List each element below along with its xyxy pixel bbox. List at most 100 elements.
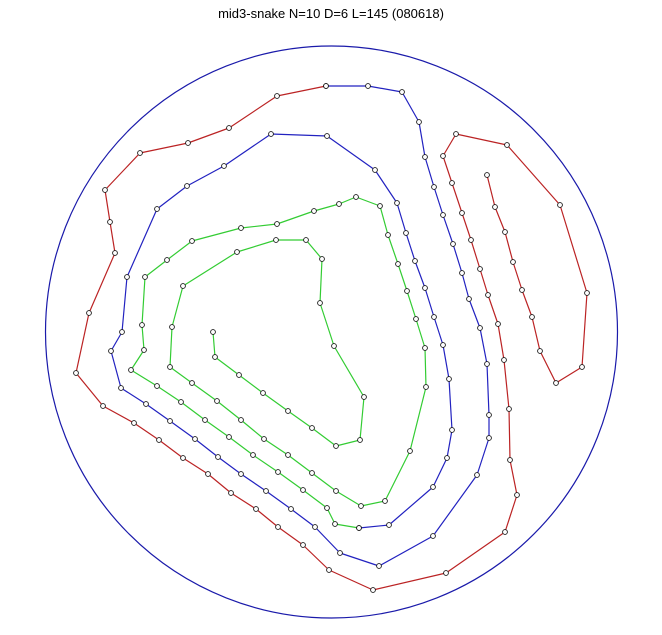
vertex-marker [164, 257, 170, 263]
vertex-marker [376, 563, 382, 569]
vertex-marker [189, 380, 195, 386]
plot-title: mid3-snake N=10 D=6 L=145 (080618) [218, 6, 444, 21]
vertex-marker [353, 194, 359, 200]
vertex-marker [431, 184, 437, 190]
vertex-marker [519, 287, 525, 293]
vertex-marker [492, 204, 498, 210]
blue-section-path [110, 85, 490, 567]
vertex-marker [502, 529, 508, 535]
vertex-marker [331, 343, 337, 349]
vertex-marker [180, 283, 186, 289]
vertex-marker [514, 492, 520, 498]
vertex-marker [416, 119, 422, 125]
vertex-marker [394, 200, 400, 206]
vertex-marker [261, 436, 267, 442]
vertex-marker [154, 383, 160, 389]
vertex-marker [403, 230, 409, 236]
vertex-marker [466, 296, 472, 302]
vertex-marker [440, 212, 446, 218]
vertex-marker [275, 524, 281, 530]
vertex-marker [274, 221, 280, 227]
vertex-marker [319, 256, 325, 262]
vertex-marker [399, 89, 405, 95]
vertex-marker [309, 470, 315, 476]
vertex-marker [180, 455, 186, 461]
vertex-marker [124, 274, 130, 280]
vertex-marker [238, 225, 244, 231]
vertex-marker [537, 348, 543, 354]
vertex-marker [303, 237, 309, 243]
vertex-marker [370, 587, 376, 593]
vertex-marker [323, 83, 329, 89]
vertex-marker [459, 270, 465, 276]
vertex-marker [453, 131, 459, 137]
vertex-marker [102, 187, 108, 193]
vertex-marker [184, 183, 190, 189]
vertex-marker [486, 412, 492, 418]
vertex-marker [443, 570, 449, 576]
vertex-marker [263, 488, 269, 494]
vertex-marker [238, 417, 244, 423]
vertex-marker [336, 201, 342, 207]
vertex-marker [444, 455, 450, 461]
vertex-marker [118, 385, 124, 391]
vertex-marker [356, 525, 362, 531]
vertex-marker [86, 310, 92, 316]
vertex-marker [449, 180, 455, 186]
vertex-marker [167, 418, 173, 424]
vertex-marker [446, 376, 452, 382]
vertex-marker [431, 314, 437, 320]
vertex-marker [260, 390, 266, 396]
vertex-marker [377, 203, 383, 209]
vertex-marker [333, 488, 339, 494]
vertex-marker [412, 258, 418, 264]
vertex-marker [365, 83, 371, 89]
vertex-marker [169, 324, 175, 330]
vertex-marker [215, 454, 221, 460]
vertex-marker [131, 420, 137, 426]
vertex-marker [440, 153, 446, 159]
vertex-marker [119, 329, 125, 335]
vertex-marker [212, 354, 218, 360]
vertex-marker [128, 367, 134, 373]
vertex-marker [226, 434, 232, 440]
vertex-marker [477, 325, 483, 331]
vertex-marker [288, 506, 294, 512]
vertex-marker [253, 506, 259, 512]
vertex-marker [300, 487, 306, 493]
vertex-marker [234, 249, 240, 255]
vertex-marker [504, 142, 510, 148]
vertex-marker [324, 133, 330, 139]
vertex-marker [202, 417, 208, 423]
vertex-marker [459, 210, 465, 216]
vertex-marker [357, 437, 363, 443]
vertex-marker [73, 370, 79, 376]
vertex-marker [268, 131, 274, 137]
vertex-marker [226, 125, 232, 131]
vertex-marker [311, 208, 317, 214]
vertex-marker [167, 364, 173, 370]
vertex-marker [156, 437, 162, 443]
vertex-marker [189, 238, 195, 244]
vertex-marker [553, 380, 559, 386]
vertex-marker [423, 384, 429, 390]
vertex-marker [430, 484, 436, 490]
vertex-marker [274, 93, 280, 99]
vertex-marker [250, 452, 256, 458]
vertex-marker [422, 154, 428, 160]
vertex-marker [137, 150, 143, 156]
vertex-marker [407, 448, 413, 454]
vertex-marker [326, 567, 332, 573]
vertex-marker [221, 163, 227, 169]
vertex-marker [309, 425, 315, 431]
vertex-marker [214, 398, 220, 404]
vertex-marker [486, 435, 492, 441]
vertex-marker [404, 288, 410, 294]
vertex-marker [178, 399, 184, 405]
vertex-marker [285, 408, 291, 414]
vertex-marker [477, 266, 483, 272]
vertex-marker [449, 427, 455, 433]
vertex-marker [468, 237, 474, 243]
